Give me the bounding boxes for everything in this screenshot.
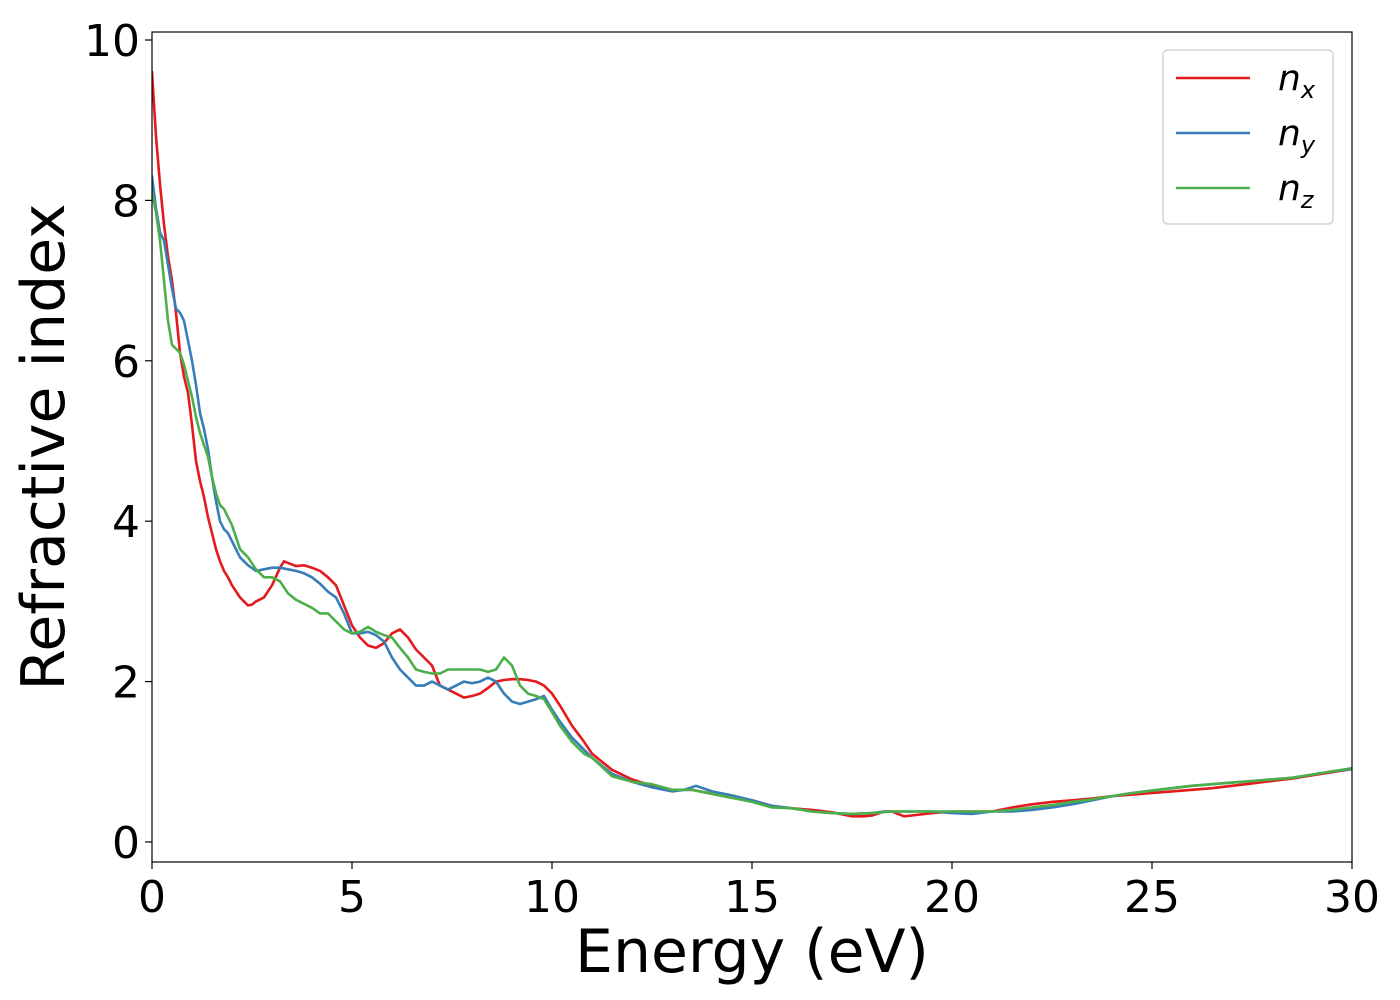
legend-entry-subscript: x: [1300, 76, 1316, 104]
legend-entry-nx: nx: [1278, 58, 1316, 104]
legend-entry-nz: nz: [1278, 168, 1315, 214]
series-line-ny: [152, 175, 1352, 816]
x-tick-label: 25: [1124, 872, 1180, 923]
y-tick-label: 4: [112, 497, 140, 548]
x-tick-label: 30: [1324, 872, 1380, 923]
y-tick-label: 0: [112, 818, 140, 869]
legend-entry-base: n: [1278, 168, 1301, 209]
legend-entry-ny: ny: [1278, 113, 1316, 159]
legend-entry-subscript: z: [1300, 186, 1315, 214]
legend-entry-base: n: [1278, 58, 1301, 99]
y-tick-label: 10: [84, 16, 140, 67]
y-tick-label: 6: [112, 337, 140, 388]
y-tick-label: 2: [112, 658, 140, 709]
x-tick-label: 10: [524, 872, 580, 923]
y-axis-label: Refractive index: [9, 203, 79, 690]
x-tick-label: 0: [138, 872, 166, 923]
series-layer: [152, 70, 1352, 818]
series-line-nz: [152, 191, 1352, 816]
y-tick-label: 8: [112, 176, 140, 227]
legend-entry-subscript: y: [1300, 131, 1316, 159]
x-tick-label: 5: [338, 872, 366, 923]
x-tick-label: 15: [724, 872, 780, 923]
legend-box: [1162, 49, 1334, 225]
legend-entry-base: n: [1278, 113, 1301, 154]
x-axis-label: Energy (eV): [575, 917, 929, 987]
axis-ticks: 0 5 10 15 20 25 30 0 2 4 6 8 10: [84, 16, 1380, 923]
x-tick-label: 20: [924, 872, 980, 923]
